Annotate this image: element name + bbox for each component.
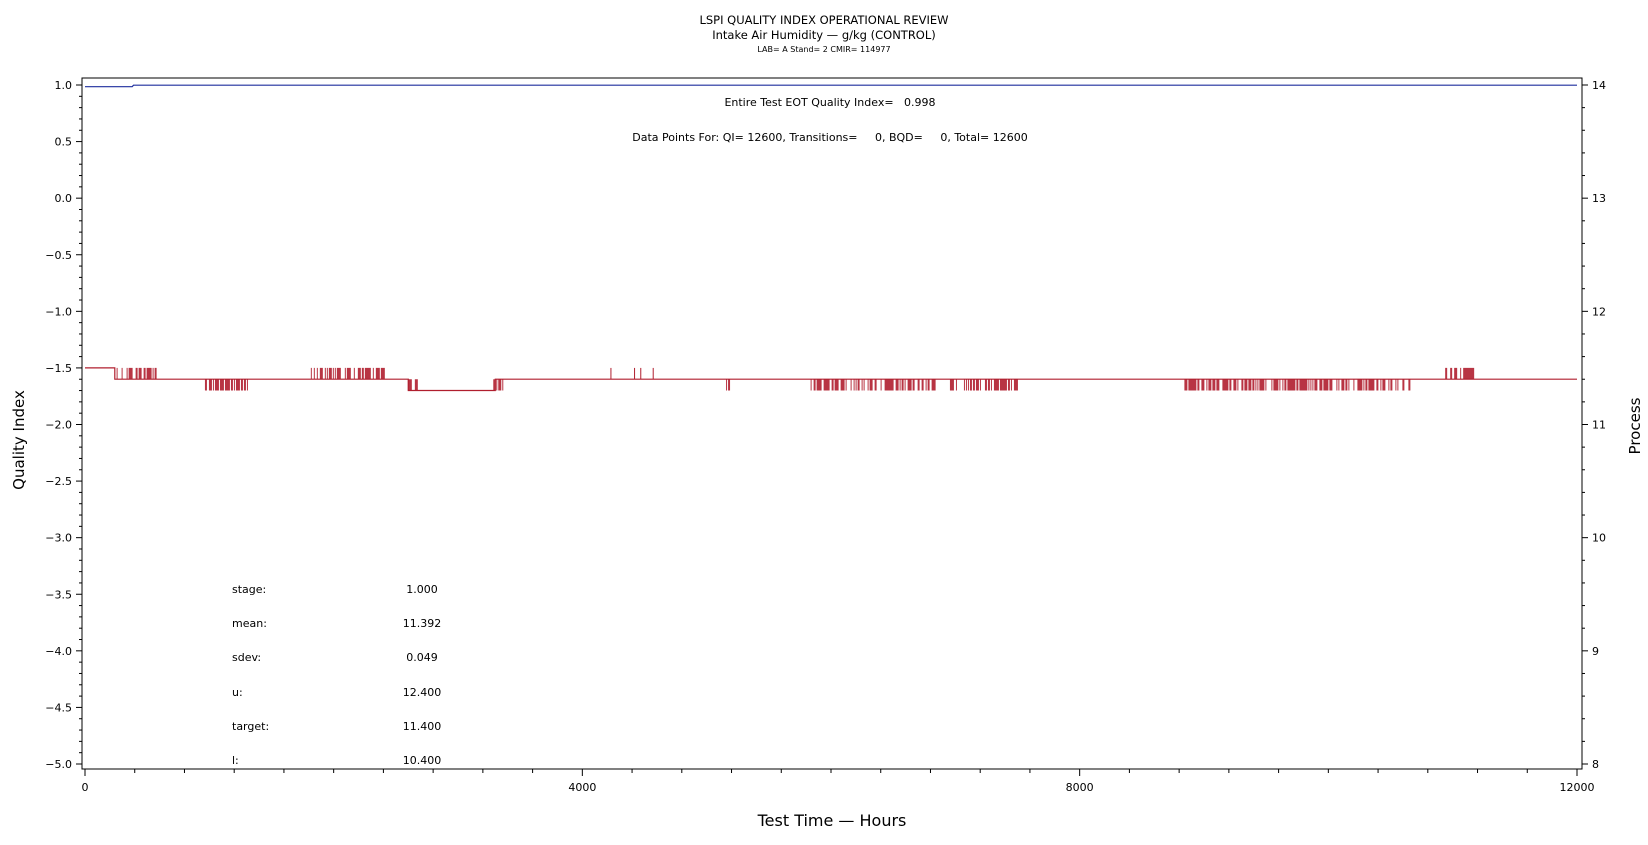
process-noise-block <box>116 367 157 380</box>
stat-label-mean: mean: <box>232 617 267 630</box>
process-noise-block <box>310 367 385 380</box>
y-tick-label: −3.0 <box>45 532 72 545</box>
y2-axis-label: Process <box>1626 397 1644 454</box>
y-tick-label: 1.0 <box>55 79 73 92</box>
y2-tick-label: 14 <box>1592 79 1606 92</box>
stat-label-u: u: <box>232 686 243 699</box>
plot-data <box>85 84 1577 392</box>
y-tick-label: −1.0 <box>45 305 72 318</box>
y-tick-label: −3.5 <box>45 588 72 601</box>
y-tick-label: −4.5 <box>45 701 72 714</box>
stat-label-sdev: sdev: <box>232 651 261 664</box>
y-tick-label: −2.5 <box>45 475 72 488</box>
y2-tick-label: 13 <box>1592 192 1606 205</box>
process-noise-block <box>407 379 418 391</box>
stat-value-sdev: 0.049 <box>406 651 438 664</box>
process-noise-block <box>726 379 731 391</box>
process-noise-block <box>949 379 1018 391</box>
y-tick-label: −1.5 <box>45 362 72 375</box>
y2-tick-label: 12 <box>1592 305 1606 318</box>
process-noise-block <box>1184 379 1411 391</box>
y-axis-label: Quality Index <box>10 390 28 490</box>
x-tick-label: 12000 <box>1560 781 1595 794</box>
x-tick-label: 0 <box>82 781 89 794</box>
stat-label-l: l: <box>232 754 239 767</box>
stat-value-target: 11.400 <box>403 720 442 733</box>
stats-table: stage: 1.000 mean: 11.392 sdev: 0.049 u:… <box>232 583 441 767</box>
process-noise-block <box>204 379 248 391</box>
axes-ticks: 0 4000 8000 12000 1.0 0.5 0.0 −0.5 −1.0 −1.5 −2.0 −… <box>45 79 1606 794</box>
quality-index-line <box>85 84 1577 88</box>
x-tick-label: 8000 <box>1066 781 1094 794</box>
y-tick-label: 0.5 <box>55 136 73 149</box>
y-tick-label: −2.0 <box>45 419 72 432</box>
chart-subtitle-2: LAB= A Stand= 2 CMIR= 114977 <box>757 45 890 54</box>
stat-label-target: target: <box>232 720 269 733</box>
y2-tick-label: 10 <box>1592 532 1606 545</box>
y-tick-label: 0.0 <box>55 192 73 205</box>
stat-value-mean: 11.392 <box>403 617 442 630</box>
process-line <box>85 367 1577 392</box>
chart-title: LSPI QUALITY INDEX OPERATIONAL REVIEW <box>699 13 948 27</box>
y-tick-label: −5.0 <box>45 758 72 771</box>
stat-value-stage: 1.000 <box>406 583 438 596</box>
plot-frame <box>81 77 1583 770</box>
chart-subtitle: Intake Air Humidity — g/kg (CONTROL) <box>712 28 936 42</box>
x-axis-label: Test Time — Hours <box>757 811 907 830</box>
stat-value-u: 12.400 <box>403 686 442 699</box>
y-tick-label: −0.5 <box>45 249 72 262</box>
x-tick-label: 4000 <box>568 781 596 794</box>
y-tick-label: −4.0 <box>45 645 72 658</box>
process-noise-block <box>810 379 936 391</box>
y2-tick-label: 11 <box>1592 419 1606 432</box>
stat-value-l: 10.400 <box>403 754 442 767</box>
annotation-eot-quality-index: Entire Test EOT Quality Index= 0.998 <box>724 96 935 109</box>
annotation-data-points: Data Points For: QI= 12600, Transitions=… <box>632 131 1027 144</box>
y2-tick-label: 9 <box>1592 645 1599 658</box>
stat-label-stage: stage: <box>232 583 266 596</box>
y2-tick-label: 8 <box>1592 758 1599 771</box>
process-noise-block <box>1445 367 1475 380</box>
